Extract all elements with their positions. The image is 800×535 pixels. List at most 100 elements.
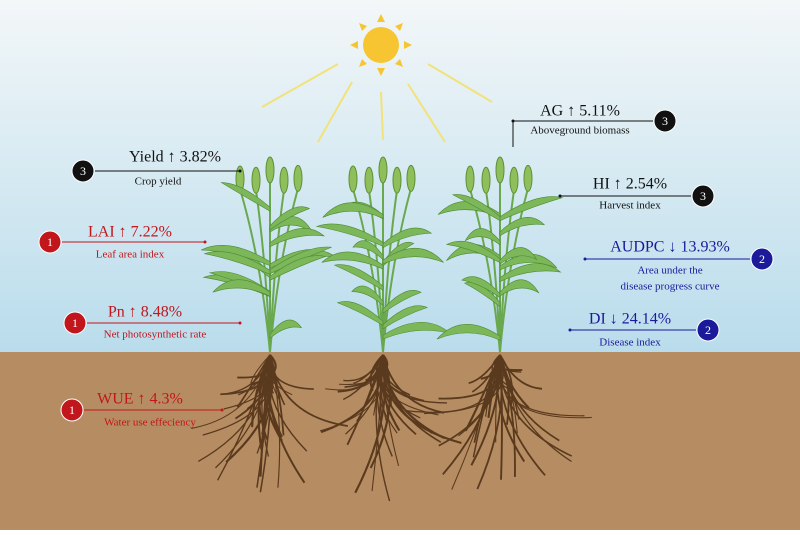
leaf [382, 290, 422, 314]
leaf [436, 324, 501, 341]
leaf [352, 240, 384, 261]
leader-dot [238, 321, 242, 325]
root [191, 354, 271, 429]
badge [71, 159, 95, 183]
leaf [382, 247, 444, 265]
leaf [451, 194, 501, 222]
badge [750, 247, 774, 271]
root [382, 354, 392, 407]
metric-heading: AUDPC ↓ 13.93% [610, 239, 730, 256]
wheat-head [481, 166, 491, 194]
metric-subtitle: Harvest index [599, 200, 661, 212]
wheat-head [348, 165, 358, 193]
leaf [382, 227, 433, 249]
root [375, 354, 391, 502]
stem [382, 190, 398, 353]
leaf [322, 202, 384, 219]
metric-heading: DI ↓ 24.14% [589, 311, 671, 328]
metric-subtitle: Water use effeciency [104, 417, 196, 429]
wheat-head [251, 166, 261, 194]
badge [63, 311, 87, 335]
leaf [499, 263, 562, 283]
root [261, 354, 272, 435]
leaf [336, 301, 384, 326]
leaf [445, 240, 501, 264]
root [236, 354, 271, 408]
leader-dot [583, 257, 587, 261]
leaf [499, 279, 540, 297]
leader-dot [558, 194, 562, 198]
wheat-plants [191, 156, 592, 502]
metric-heading: AG ↑ 5.11% [540, 103, 620, 120]
metric-subtitle: Leaf area index [96, 249, 165, 261]
wheat-head [406, 164, 416, 192]
wheat-head [279, 166, 289, 194]
wheat-head [465, 165, 475, 193]
leader-dot [511, 119, 515, 123]
leaf [382, 305, 429, 330]
wheat-head [495, 156, 505, 184]
leaf [269, 255, 327, 281]
metric-subtitle: Net photosynthetic rate [104, 329, 207, 341]
badge-number: 2 [705, 323, 711, 337]
leaf [220, 182, 271, 212]
leaf [499, 196, 564, 222]
leaf [499, 217, 546, 237]
metric-subtitle: Disease index [599, 337, 661, 349]
wheat-head [523, 164, 533, 192]
badge-number: 3 [662, 114, 668, 128]
root [342, 354, 384, 401]
root [498, 354, 530, 409]
leaf [315, 223, 384, 247]
metric-heading: HI ↑ 2.54% [593, 176, 667, 193]
wheat-head [509, 166, 519, 194]
metric-heading: Yield ↑ 3.82% [129, 149, 221, 166]
badge-number: 2 [759, 252, 765, 266]
leaf [461, 276, 501, 299]
leader-dot [568, 328, 572, 332]
leaf [269, 319, 303, 339]
metric-subtitle: Aboveground biomass [530, 125, 629, 137]
labels: 3 Yield ↑ 3.82% Crop yield 1 LAI ↑ 7.22% Leaf… [38, 103, 774, 429]
root [267, 354, 308, 452]
leaf [499, 247, 538, 265]
leaf [203, 251, 271, 275]
root [494, 354, 523, 371]
badge [60, 398, 84, 422]
leader-dot [203, 240, 207, 244]
badge-number: 1 [47, 235, 53, 249]
metric-heading: Pn ↑ 8.48% [108, 304, 182, 321]
metric-heading: WUE ↑ 4.3% [97, 391, 183, 408]
metric-subtitle: Crop yield [135, 176, 182, 188]
leaf [269, 227, 325, 248]
badge-number: 3 [700, 189, 706, 203]
leaf [200, 245, 271, 267]
badge [696, 318, 720, 342]
badge-number: 3 [80, 164, 86, 178]
sun [261, 14, 493, 143]
badge [691, 184, 715, 208]
root [499, 354, 514, 406]
leaf [321, 251, 384, 270]
root [269, 354, 281, 488]
metric-heading: LAI ↑ 7.22% [88, 224, 172, 241]
wheat-head [378, 156, 388, 184]
root [381, 354, 445, 439]
root [464, 354, 501, 432]
badge [38, 230, 62, 254]
stem [255, 190, 271, 353]
metric-subtitle: disease progress curve [621, 281, 720, 293]
leaf [464, 228, 501, 246]
wheat-head [265, 156, 275, 184]
leader-dot [220, 408, 224, 412]
stem [382, 188, 412, 353]
root [498, 354, 592, 419]
leaf [351, 285, 384, 307]
metric-subtitle: Area under the [637, 265, 702, 277]
leaf [212, 279, 271, 297]
wheat-head [392, 166, 402, 194]
badge [653, 109, 677, 133]
wheat-head [364, 166, 374, 194]
leaf [269, 206, 311, 231]
